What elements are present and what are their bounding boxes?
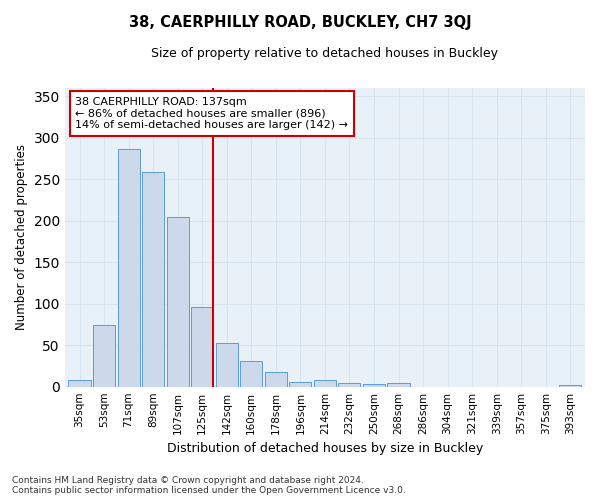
Title: Size of property relative to detached houses in Buckley: Size of property relative to detached ho… [151, 48, 499, 60]
Bar [240, 361, 262, 386]
Text: 38, CAERPHILLY ROAD, BUCKLEY, CH7 3QJ: 38, CAERPHILLY ROAD, BUCKLEY, CH7 3QJ [128, 15, 472, 30]
Bar [559, 385, 581, 386]
Bar [216, 342, 238, 386]
Bar [314, 380, 336, 386]
X-axis label: Distribution of detached houses by size in Buckley: Distribution of detached houses by size … [167, 442, 483, 455]
Bar [265, 372, 287, 386]
Bar [388, 384, 410, 386]
Bar [167, 218, 189, 386]
Text: Contains HM Land Registry data © Crown copyright and database right 2024.
Contai: Contains HM Land Registry data © Crown c… [12, 476, 406, 495]
Bar [338, 382, 361, 386]
Bar [142, 172, 164, 386]
Text: 38 CAERPHILLY ROAD: 137sqm
← 86% of detached houses are smaller (896)
14% of sem: 38 CAERPHILLY ROAD: 137sqm ← 86% of deta… [75, 97, 348, 130]
Y-axis label: Number of detached properties: Number of detached properties [15, 144, 28, 330]
Bar [289, 382, 311, 386]
Bar [363, 384, 385, 386]
Bar [93, 326, 115, 386]
Bar [191, 307, 213, 386]
Bar [118, 148, 140, 386]
Bar [68, 380, 91, 386]
